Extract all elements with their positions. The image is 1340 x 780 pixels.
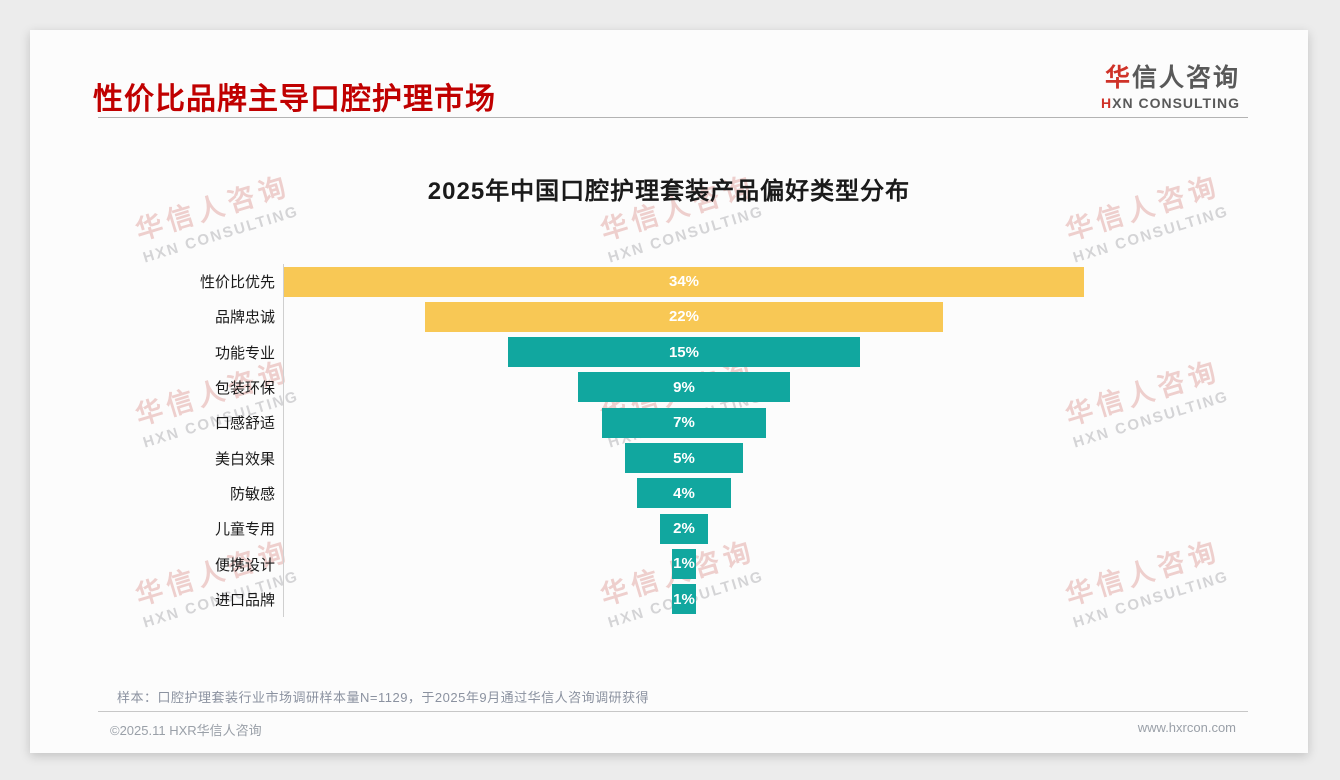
header-divider <box>98 117 1248 118</box>
category-label: 包装环保 <box>214 380 275 398</box>
bar-track: 1% <box>283 546 1264 582</box>
bottom-bar: ©2025.11 HXR华信人咨询 www.hxrcon.com <box>110 720 1236 739</box>
bar-track: 22% <box>283 299 1264 335</box>
bar-value-label: 15% <box>668 343 699 361</box>
chart-row: 品牌忠诚 22% <box>30 299 1308 335</box>
bar-track: 4% <box>283 475 1264 512</box>
category-label: 美白效果 <box>214 450 275 468</box>
chart-row: 口感舒适 7% <box>30 405 1308 441</box>
funnel-bar: 5% <box>625 443 743 474</box>
bar-track: 1% <box>283 581 1264 617</box>
bar-value-label: 22% <box>668 308 699 326</box>
funnel-bar: 34% <box>284 266 1085 297</box>
chart-title: 2025年中国口腔护理套装产品偏好类型分布 <box>427 178 911 205</box>
footer-divider <box>98 711 1248 712</box>
brand-logo: 华信人咨询 HXN CONSULTING <box>1101 58 1240 111</box>
bar-track: 2% <box>283 511 1264 547</box>
website-text: www.hxrcon.com <box>1137 720 1236 735</box>
bar-value-label: 5% <box>673 449 695 467</box>
bar-track: 5% <box>283 440 1264 476</box>
sample-note: 样本：口腔护理套装行业市场调研样本量N=1129，于2025年9月通过华信人咨询… <box>117 690 650 705</box>
funnel-bar: 1% <box>672 548 696 579</box>
category-label: 防敏感 <box>229 485 275 503</box>
chart-row: 功能专业 15% <box>30 334 1308 370</box>
chart-row: 儿童专用 2% <box>30 511 1308 547</box>
category-label: 性价比优先 <box>199 274 275 292</box>
chart-row: 进口品牌 1% <box>30 581 1308 617</box>
brand-logo-accent-char: 华 <box>1104 64 1132 92</box>
chart-row: 包装环保 9% <box>30 369 1308 406</box>
bar-track: 34% <box>283 264 1264 300</box>
page-title: 性价比品牌主导口腔护理市场 <box>93 83 496 116</box>
brand-logo-en-accent: H <box>1101 95 1113 111</box>
bar-value-label: 1% <box>673 590 695 608</box>
bar-track: 15% <box>283 334 1264 370</box>
copyright-text: ©2025.11 HXR华信人咨询 <box>110 723 262 738</box>
bar-value-label: 7% <box>673 414 695 432</box>
funnel-bar: 1% <box>672 584 696 615</box>
brand-logo-en-rest: XN CONSULTING <box>1112 95 1240 111</box>
bar-value-label: 34% <box>668 273 700 291</box>
bar-track: 7% <box>283 405 1264 441</box>
bar-value-label: 9% <box>673 378 695 396</box>
funnel-bar: 15% <box>507 337 861 368</box>
chart-row: 防敏感 4% <box>30 475 1308 512</box>
bar-track: 9% <box>283 369 1264 406</box>
funnel-bar: 7% <box>601 407 767 438</box>
category-label: 品牌忠诚 <box>214 309 275 327</box>
chart-row: 性价比优先 34% <box>30 264 1308 300</box>
funnel-bar-chart: 性价比优先 34% 品牌忠诚 22% 功能专业 15% 包装环保 9% 口感舒适 7% 美白效果 5%… <box>30 264 1308 617</box>
category-label: 功能专业 <box>214 344 275 362</box>
category-label: 口感舒适 <box>214 415 275 433</box>
bar-value-label: 4% <box>673 484 695 502</box>
category-label: 便携设计 <box>214 556 275 574</box>
funnel-bar: 2% <box>660 513 708 544</box>
slide-card: 华信人咨询 HXN CONSULTING 华信人咨询 HXN CONSULTING 华信… <box>30 30 1308 753</box>
funnel-bar: 22% <box>425 301 943 332</box>
category-label: 儿童专用 <box>214 521 275 539</box>
category-label: 进口品牌 <box>214 591 275 609</box>
bar-value-label: 1% <box>673 555 695 573</box>
brand-logo-chinese: 华信人咨询 <box>1101 58 1240 94</box>
chart-row: 美白效果 5% <box>30 440 1308 476</box>
bar-value-label: 2% <box>673 520 695 538</box>
funnel-bar: 4% <box>636 478 732 509</box>
brand-logo-english: HXN CONSULTING <box>1101 95 1240 111</box>
brand-logo-rest-chars: 信人咨询 <box>1131 64 1240 92</box>
funnel-bar: 9% <box>578 372 790 403</box>
chart-row: 便携设计 1% <box>30 546 1308 582</box>
